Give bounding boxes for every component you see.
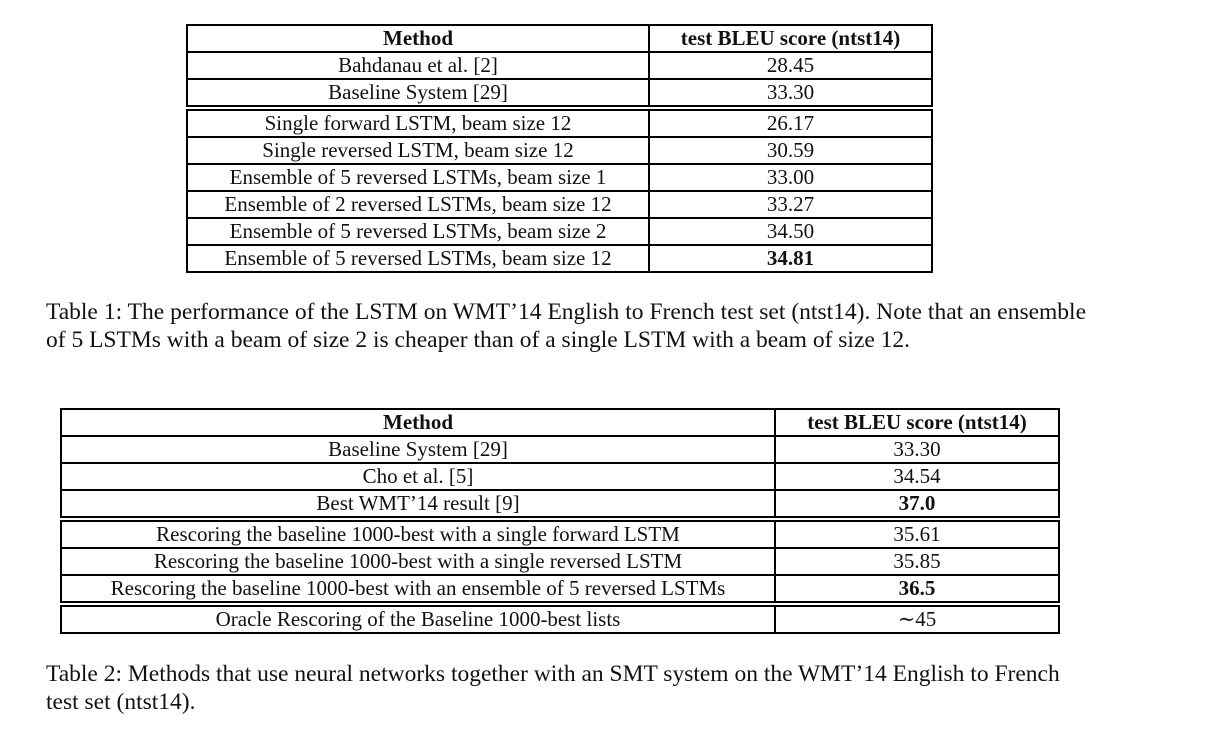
table-row: Bahdanau et al. [2] 28.45 <box>186 51 933 79</box>
best-score-cell: 37.0 <box>774 489 1060 519</box>
method-cell: Ensemble of 5 reversed LSTMs, beam size … <box>186 244 650 273</box>
table-row: Rescoring the baseline 1000-best with a … <box>60 516 1060 548</box>
table-row: Baseline System [29] 33.30 <box>186 78 933 108</box>
table-row: Ensemble of 2 reversed LSTMs, beam size … <box>186 190 933 218</box>
caption-label: Table 1: <box>46 299 123 325</box>
score-cell: 33.30 <box>774 435 1060 463</box>
method-cell: Baseline System [29] <box>60 435 776 463</box>
method-cell: Cho et al. [5] <box>60 462 776 490</box>
table-row: Single forward LSTM, beam size 12 26.17 <box>186 105 933 137</box>
table-row: Cho et al. [5] 34.54 <box>60 462 1060 490</box>
table-row: Baseline System [29] 33.30 <box>60 435 1060 463</box>
method-cell: Single reversed LSTM, beam size 12 <box>186 136 650 164</box>
method-cell: Rescoring the baseline 1000-best with a … <box>60 516 776 548</box>
score-cell: 26.17 <box>648 105 933 137</box>
caption-text: The performance of the LSTM on WMT’14 En… <box>46 299 1087 353</box>
score-cell: 28.45 <box>648 51 933 79</box>
column-header-method: Method <box>186 24 650 52</box>
column-header-method: Method <box>60 408 776 436</box>
column-header-bleu: test BLEU score (ntst14) <box>774 408 1060 436</box>
score-cell: 33.00 <box>648 163 933 191</box>
table-1: Method test BLEU score (ntst14) Bahdanau… <box>186 24 933 273</box>
table-2-caption: Table 2: Methods that use neural network… <box>46 660 1086 716</box>
table-1-caption: Table 1: The performance of the LSTM on … <box>46 298 1086 354</box>
table-row: Ensemble of 5 reversed LSTMs, beam size … <box>186 217 933 245</box>
score-cell: 35.61 <box>774 516 1060 548</box>
score-cell: 33.30 <box>648 78 933 108</box>
method-cell: Bahdanau et al. [2] <box>186 51 650 79</box>
caption-label: Table 2: <box>46 661 123 687</box>
method-cell: Ensemble of 5 reversed LSTMs, beam size … <box>186 217 650 245</box>
table-row: Oracle Rescoring of the Baseline 1000-be… <box>60 601 1060 634</box>
table-2: Method test BLEU score (ntst14) Baseline… <box>60 408 1060 634</box>
score-cell: 35.85 <box>774 547 1060 575</box>
table-header-row: Method test BLEU score (ntst14) <box>60 408 1060 436</box>
method-cell: Ensemble of 5 reversed LSTMs, beam size … <box>186 163 650 191</box>
table-row: Rescoring the baseline 1000-best with a … <box>60 547 1060 575</box>
column-header-bleu: test BLEU score (ntst14) <box>648 24 933 52</box>
method-cell: Single forward LSTM, beam size 12 <box>186 105 650 137</box>
table-row: Ensemble of 5 reversed LSTMs, beam size … <box>186 244 933 273</box>
caption-text: Methods that use neural networks togethe… <box>46 661 1060 715</box>
best-score-cell: 36.5 <box>774 574 1060 604</box>
score-cell: 30.59 <box>648 136 933 164</box>
table-row: Single reversed LSTM, beam size 12 30.59 <box>186 136 933 164</box>
method-cell: Baseline System [29] <box>186 78 650 108</box>
method-cell: Rescoring the baseline 1000-best with an… <box>60 574 776 604</box>
table-row: Rescoring the baseline 1000-best with an… <box>60 574 1060 604</box>
best-score-cell: 34.81 <box>648 244 933 273</box>
method-cell: Oracle Rescoring of the Baseline 1000-be… <box>60 601 776 634</box>
table-header-row: Method test BLEU score (ntst14) <box>186 24 933 52</box>
method-cell: Ensemble of 2 reversed LSTMs, beam size … <box>186 190 650 218</box>
score-cell: 34.50 <box>648 217 933 245</box>
score-cell: 34.54 <box>774 462 1060 490</box>
method-cell: Best WMT’14 result [9] <box>60 489 776 519</box>
method-cell: Rescoring the baseline 1000-best with a … <box>60 547 776 575</box>
table-row: Best WMT’14 result [9] 37.0 <box>60 489 1060 519</box>
score-cell: ∼45 <box>774 601 1060 634</box>
table-row: Ensemble of 5 reversed LSTMs, beam size … <box>186 163 933 191</box>
score-cell: 33.27 <box>648 190 933 218</box>
